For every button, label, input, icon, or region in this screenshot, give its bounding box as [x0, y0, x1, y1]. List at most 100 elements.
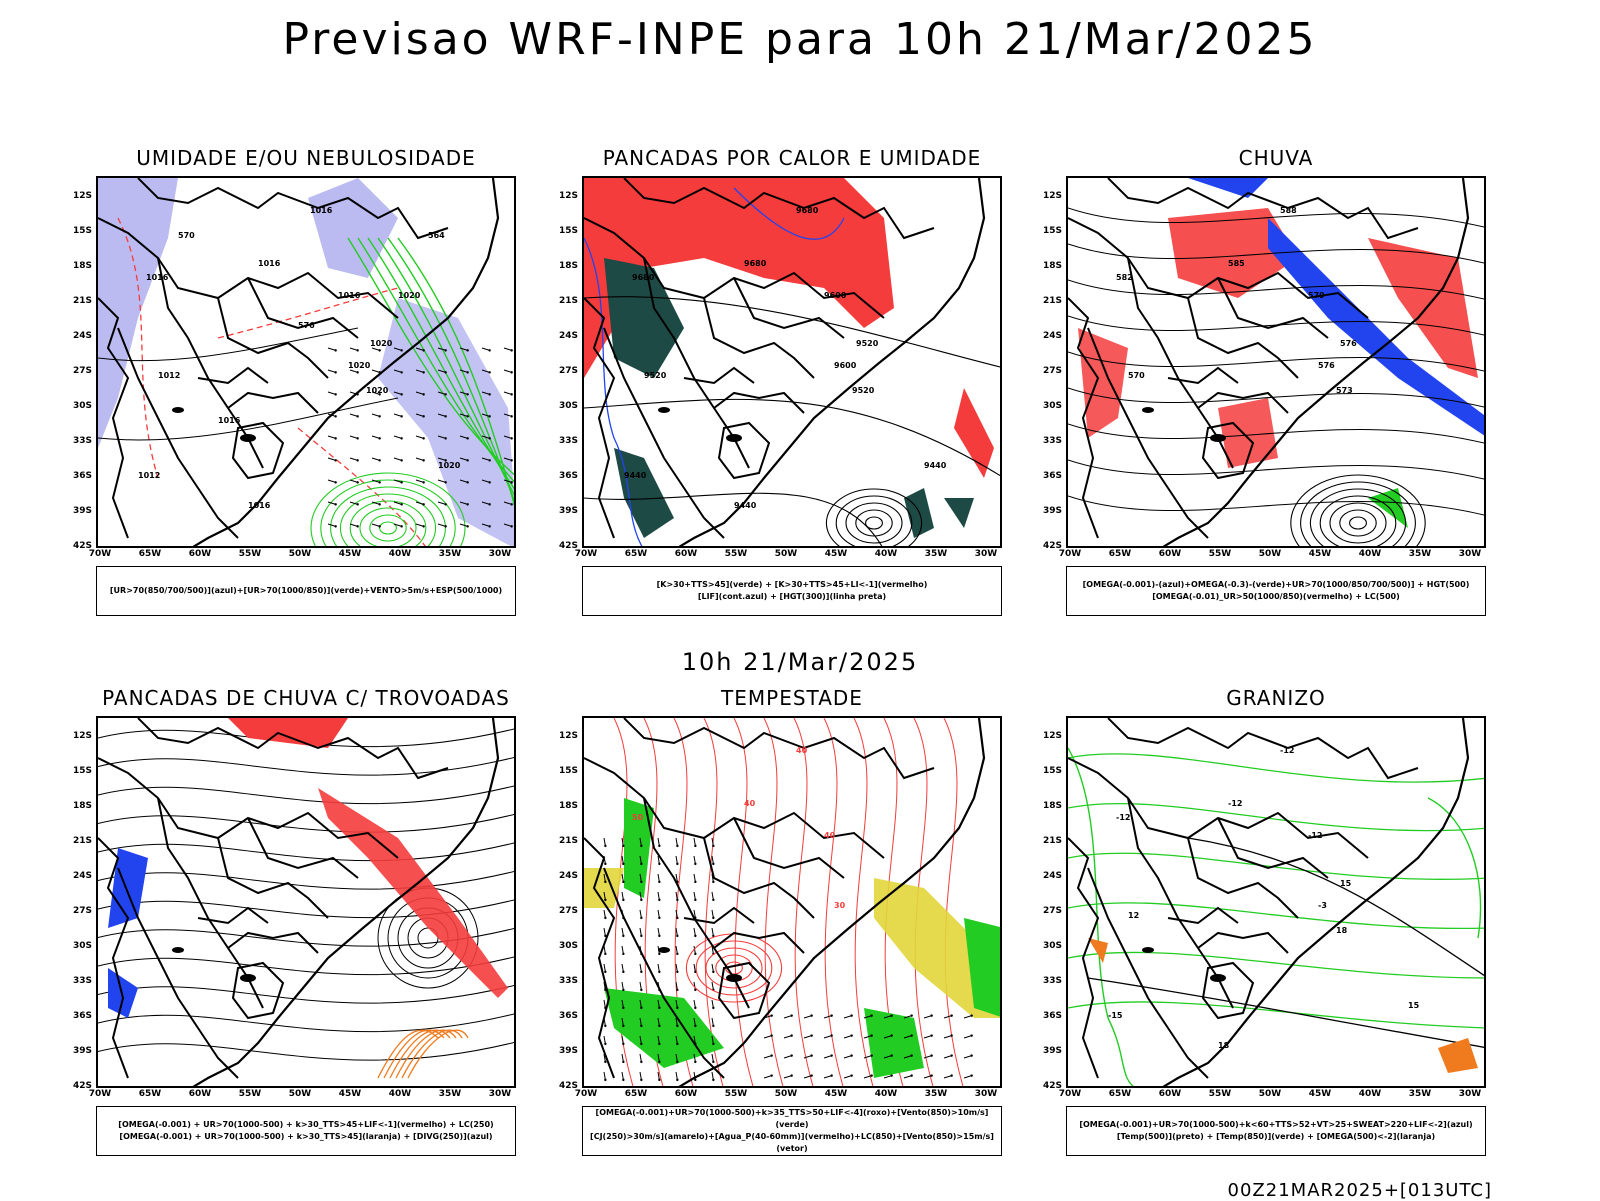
contour-label: 18	[1336, 926, 1348, 935]
map-svg-chuva: 588 585 582 579 576 576 573 570	[1068, 178, 1484, 546]
lat-label: 21S	[558, 296, 578, 306]
legend-line: [OMEGA(-0.001) + UR>70(1000-500) + k>30_…	[118, 1120, 494, 1129]
legend-granizo: [OMEGA(-0.001)+UR>70(1000-500)+k<60+TTS>…	[1066, 1106, 1486, 1156]
lon-label: 30W	[488, 1089, 512, 1099]
lon-label: 70W	[88, 549, 112, 559]
contour-label: 1016	[218, 416, 241, 425]
lat-label: 24S	[558, 871, 578, 881]
lon-label: 55W	[238, 1089, 262, 1099]
contour-label: -3	[1318, 901, 1327, 910]
lon-label: 40W	[874, 549, 898, 559]
legend-line: [LIF](cont.azul) + [HGT(300)](linha pret…	[697, 592, 887, 601]
lon-label: 50W	[774, 1089, 798, 1099]
lat-label: 42S	[72, 541, 92, 551]
contour-label: 9680	[632, 273, 655, 282]
contour-label: 9520	[644, 371, 667, 380]
lon-label: 35W	[1408, 1089, 1432, 1099]
map-chuva: 588 585 582 579 576 576 573 570	[1066, 176, 1486, 548]
map-pancadas-calor: 9680 9680 9680 9600 9600 9520 9520 9520 9440 9440…	[582, 176, 1002, 548]
legend-line: [K>30+TTS>45](verde) + [K>30+TTS>45+LI<-…	[656, 580, 928, 589]
lat-label: 42S	[1042, 1081, 1062, 1091]
lat-label: 15S	[1042, 766, 1062, 776]
lat-label: 12S	[1042, 191, 1062, 201]
lon-label: 65W	[624, 1089, 648, 1099]
lon-label: 35W	[438, 1089, 462, 1099]
contour-label: 1020	[398, 291, 421, 300]
lat-axis-tempestade: 12S 15S 18S 21S 24S 27S 30S 33S 36S 39S 42S	[542, 716, 582, 1091]
lat-label: 12S	[558, 731, 578, 741]
contour-label: 576	[1318, 361, 1335, 370]
lon-label: 60W	[674, 549, 698, 559]
panel-title-umidade: UMIDADE E/OU NEBULOSIDADE	[136, 146, 476, 170]
map-tempestade: 40 40 50 40 30	[582, 716, 1002, 1088]
lon-label: 65W	[138, 549, 162, 559]
lon-label: 55W	[1208, 1089, 1232, 1099]
legend-line: [CJ(250)>30m/s](amarelo)+[Agua_P(40-60mm…	[590, 1132, 994, 1153]
lat-label: 42S	[1042, 541, 1062, 551]
lon-label: 65W	[624, 549, 648, 559]
lon-label: 55W	[724, 549, 748, 559]
contour-label: -12	[1116, 813, 1130, 822]
lat-label: 39S	[558, 506, 578, 516]
lon-label: 40W	[1358, 549, 1382, 559]
lon-label: 55W	[238, 549, 262, 559]
legend-line: [OMEGA(-0.001)+UR>70(1000-500)+k<60+TTS>…	[1079, 1120, 1473, 1129]
contour-label: 1020	[366, 386, 389, 395]
lat-label: 30S	[1042, 401, 1062, 411]
contour-label: -15	[1108, 1011, 1123, 1020]
contour-label: 9600	[834, 361, 857, 370]
lat-label: 12S	[558, 191, 578, 201]
contour-label: 588	[1280, 206, 1297, 215]
lat-label: 15S	[72, 226, 92, 236]
map-trovoadas	[96, 716, 516, 1088]
panel-title-granizo: GRANIZO	[1226, 686, 1326, 710]
lat-label: 21S	[72, 296, 92, 306]
map-outlines	[584, 178, 986, 546]
legend-line: [Temp(500)](preto) + [Temp(850)](verde) …	[1116, 1132, 1436, 1141]
lat-label: 42S	[72, 1081, 92, 1091]
lon-label: 50W	[288, 549, 312, 559]
contour-label: 30	[834, 901, 846, 910]
lat-label: 18S	[72, 261, 92, 271]
lat-label: 27S	[558, 366, 578, 376]
lon-label: 30W	[488, 549, 512, 559]
lon-label: 45W	[1308, 1089, 1332, 1099]
contour-label: 1016	[146, 273, 169, 282]
lat-label: 39S	[72, 506, 92, 516]
contour-label: 1012	[158, 371, 180, 380]
lon-label: 65W	[1108, 549, 1132, 559]
lat-label: 24S	[1042, 871, 1062, 881]
lat-label: 15S	[558, 226, 578, 236]
map-svg-granizo: -12 -12 -12 -12 -3 15 18 12 18 15 -15	[1068, 718, 1484, 1086]
lat-label: 12S	[72, 191, 92, 201]
contour-label: 582	[1116, 273, 1133, 282]
lon-label: 35W	[924, 549, 948, 559]
contour-label: 9440	[734, 501, 757, 510]
lat-label: 21S	[1042, 296, 1062, 306]
contour-label: 1012	[138, 471, 160, 480]
map-svg-pancadas-calor: 9680 9680 9680 9600 9600 9520 9520 9520 9440 9440…	[584, 178, 1000, 546]
lat-label: 33S	[1042, 976, 1062, 986]
lon-label: 65W	[138, 1089, 162, 1099]
lat-axis-granizo: 12S 15S 18S 21S 24S 27S 30S 33S 36S 39S 42S	[1026, 716, 1066, 1091]
lon-label: 45W	[338, 1089, 362, 1099]
lon-label: 70W	[574, 549, 598, 559]
contour-label: 9520	[852, 386, 875, 395]
lat-label: 36S	[1042, 1011, 1062, 1021]
lon-label: 70W	[1058, 1089, 1082, 1099]
lat-label: 15S	[72, 766, 92, 776]
lon-label: 50W	[1258, 1089, 1282, 1099]
lon-axis-umidade: 70W 65W 60W 55W 50W 45W 40W 35W 30W	[89, 549, 516, 563]
map-svg-umidade: 1016 1016 1016 1016 1020 1020 1020 1012 1016 1020…	[98, 178, 514, 546]
lat-label: 42S	[558, 1081, 578, 1091]
lat-label: 36S	[1042, 471, 1062, 481]
run-footer: 00Z21MAR2025+[013UTC]	[1227, 1180, 1492, 1201]
lon-label: 60W	[188, 1089, 212, 1099]
lon-label: 30W	[1458, 549, 1482, 559]
lon-axis-pancadas-calor: 70W 65W 60W 55W 50W 45W 40W 35W 30W	[575, 549, 1002, 563]
lat-label: 24S	[1042, 331, 1062, 341]
map-outlines	[1068, 718, 1470, 1086]
contour-label: 576	[1340, 339, 1357, 348]
contour-label: 1020	[438, 461, 461, 470]
lon-label: 60W	[1158, 549, 1182, 559]
